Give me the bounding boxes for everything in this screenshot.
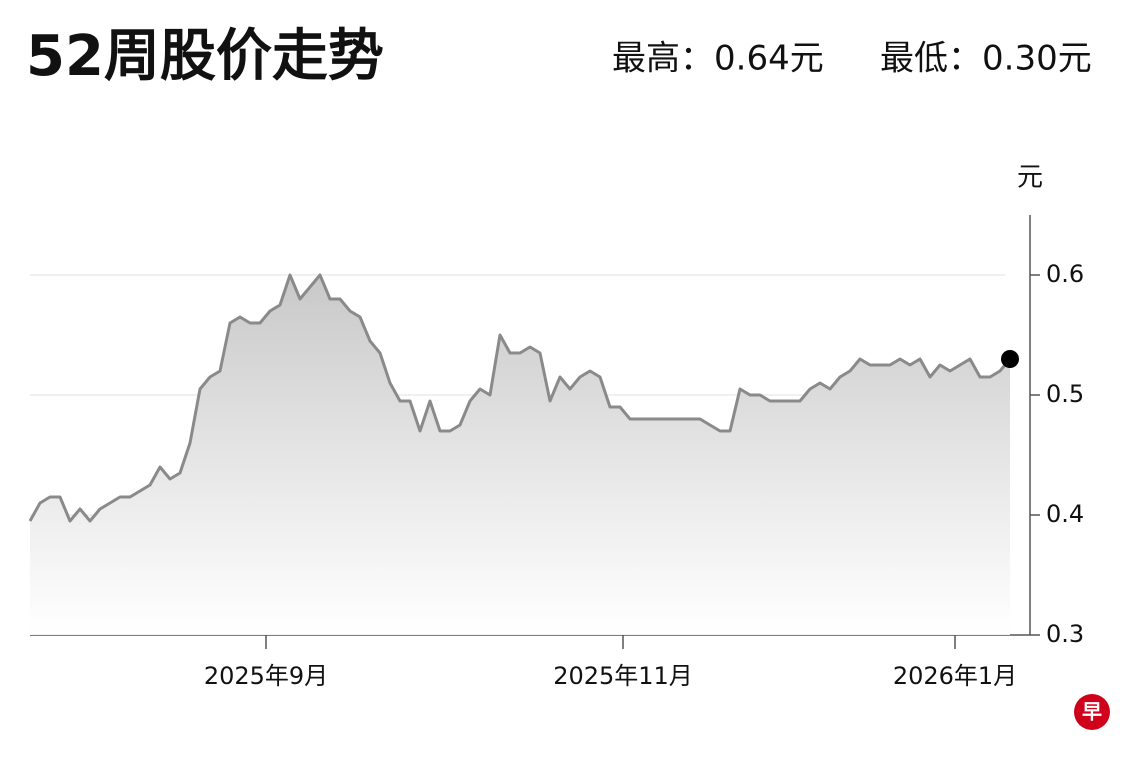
y-tick-label: 0.5: [1046, 380, 1084, 408]
annotation: 最低：0.30元: [880, 39, 1092, 79]
y-tick-label: 0.4: [1046, 500, 1084, 528]
annotation: 最高：0.64元: [612, 39, 824, 79]
area: [30, 275, 1010, 635]
y-axis-label: 元: [1017, 163, 1043, 193]
x-tick-label: 2025年11月: [553, 662, 693, 690]
line: [28, 273, 1012, 523]
end-dot: [1001, 350, 1019, 368]
logo: 早: [1082, 700, 1102, 724]
y-tick-label: 0.6: [1046, 260, 1084, 288]
y-tick-label: 0.3: [1046, 620, 1084, 648]
x-tick-label: 2025年9月: [204, 662, 328, 690]
logo-badge: [1074, 694, 1110, 730]
chart-title: 52周股价走势: [26, 24, 384, 89]
x-tick-label: 2026年1月: [893, 662, 1017, 690]
